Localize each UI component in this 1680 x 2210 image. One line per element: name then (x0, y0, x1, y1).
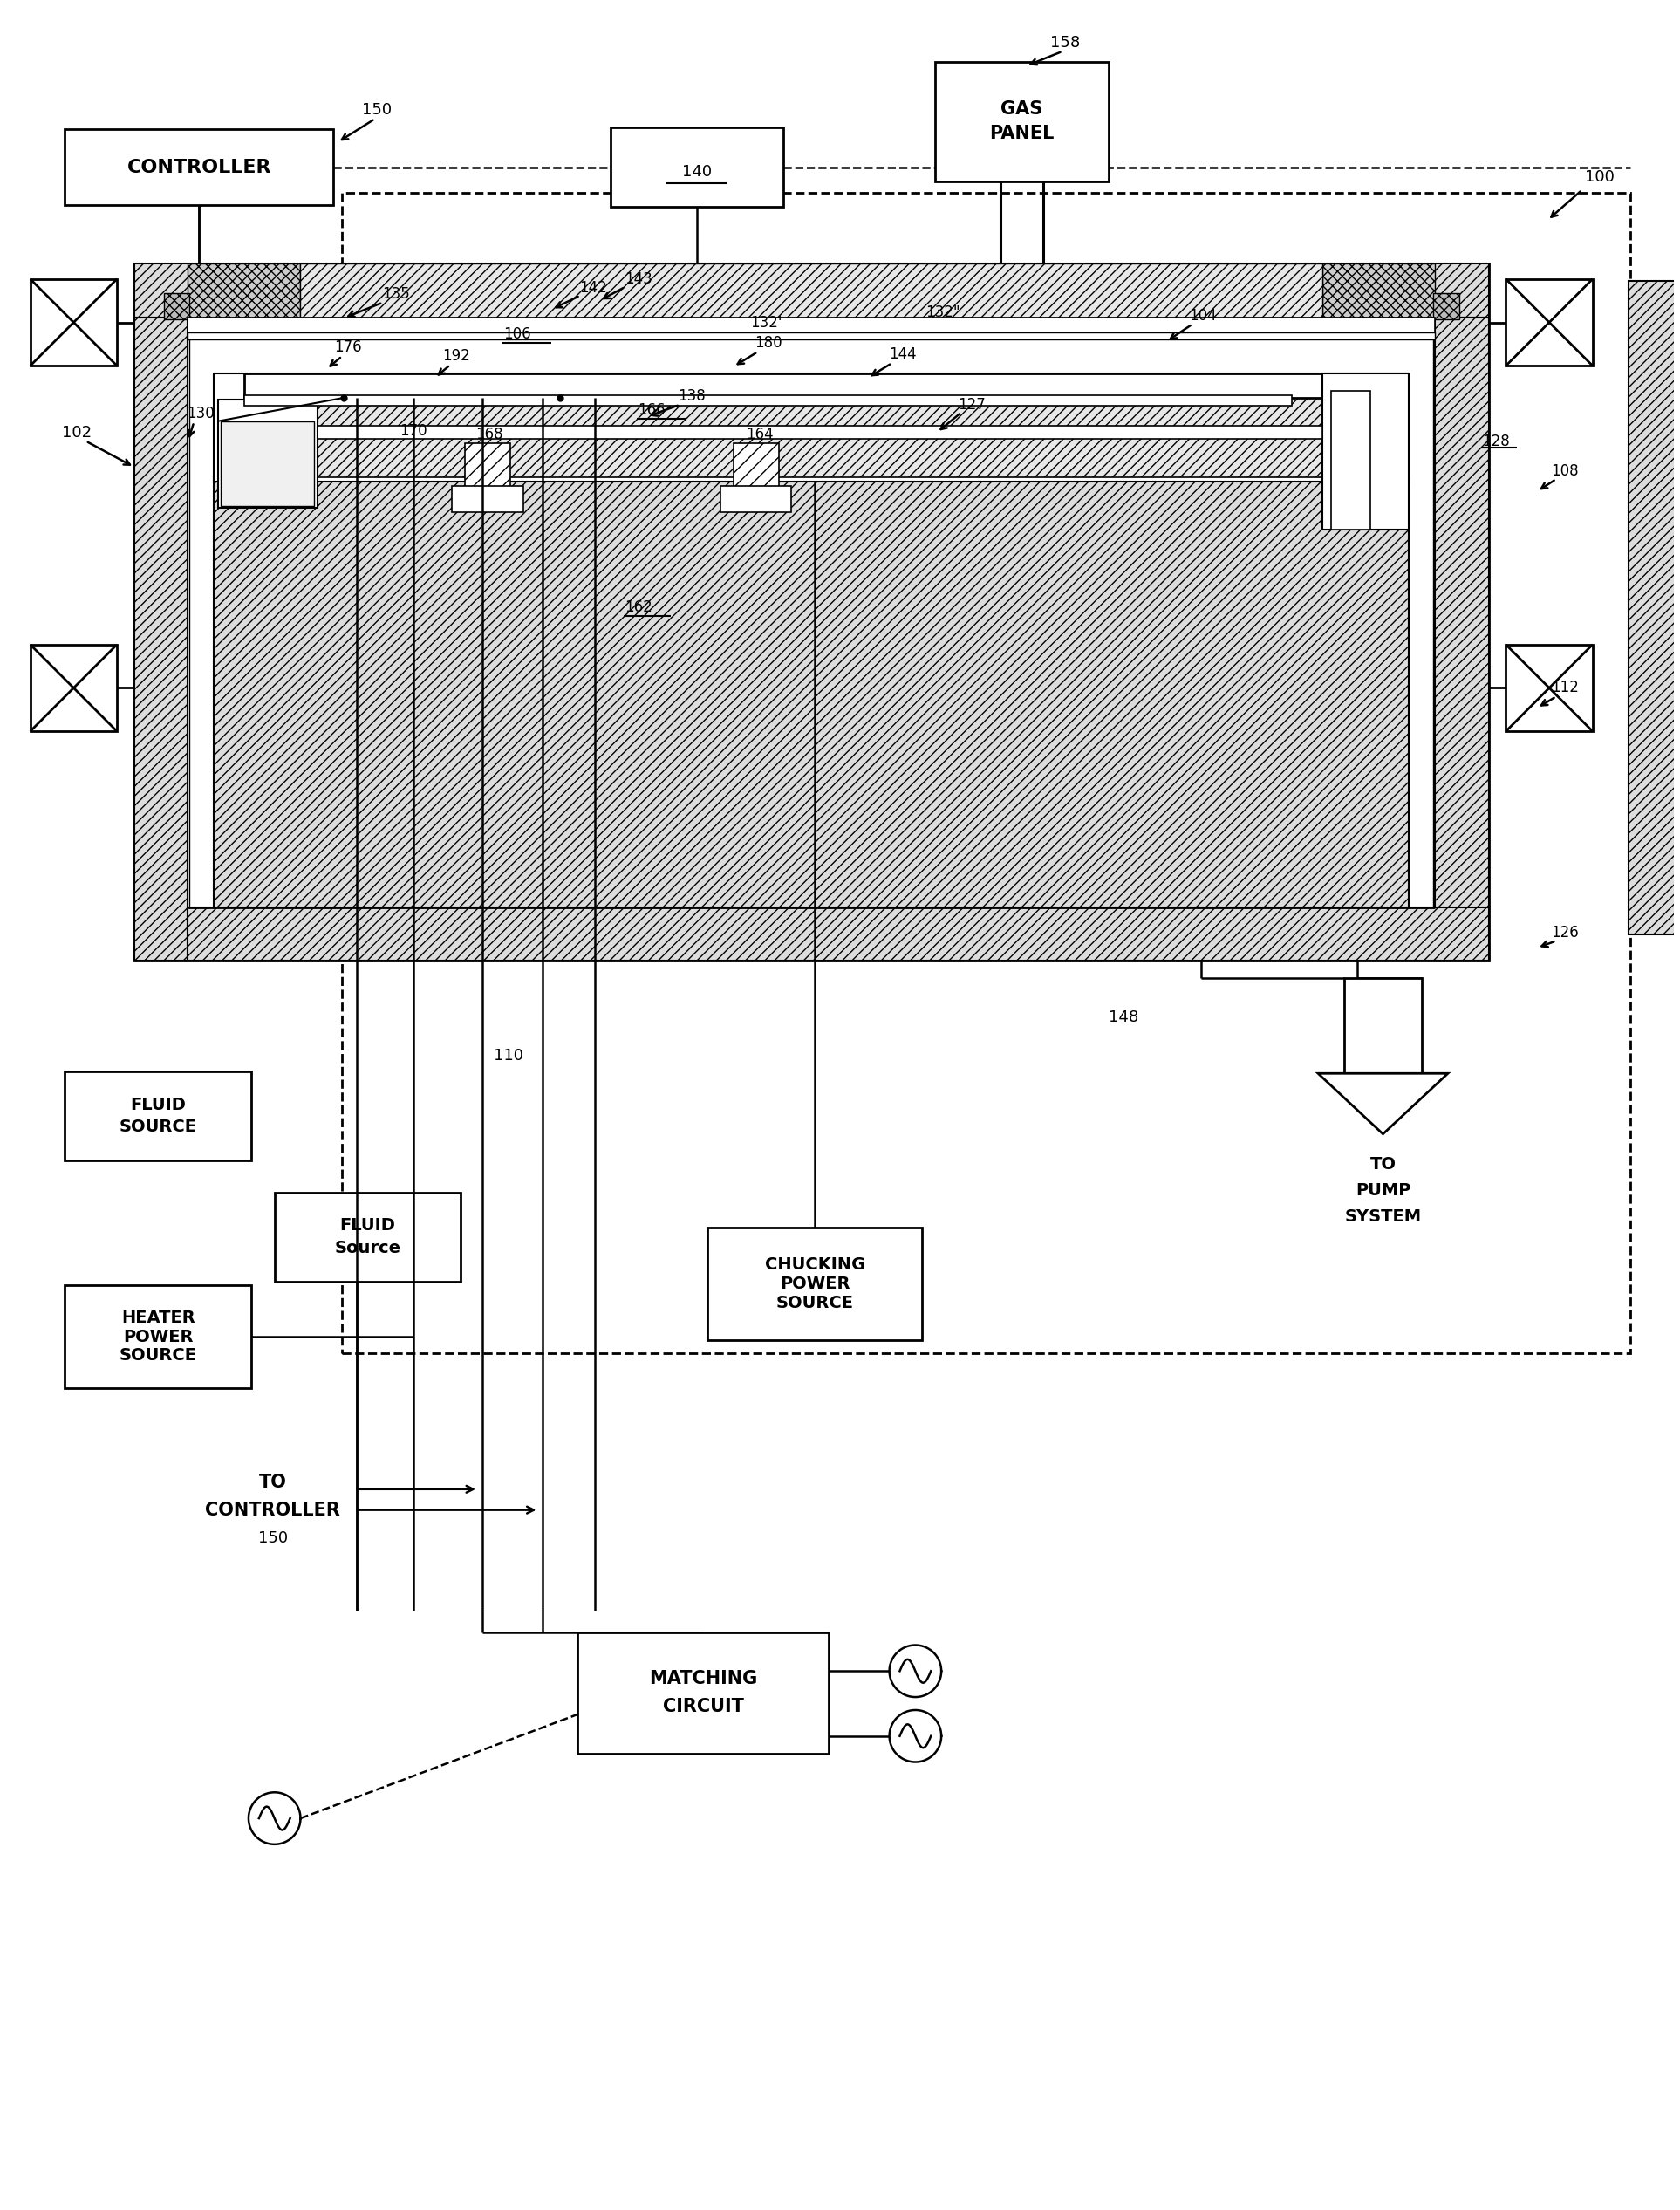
Text: 106: 106 (504, 327, 531, 343)
Text: 112: 112 (1551, 681, 1579, 696)
Bar (1435, 318, 1488, 961)
Text: 164: 164 (746, 427, 773, 442)
Text: 166: 166 (637, 402, 665, 418)
Bar (1322, 263, 1435, 318)
Text: 127: 127 (958, 398, 986, 413)
Bar (1630, 281, 1677, 935)
Text: 158: 158 (1050, 35, 1080, 51)
Text: SOURCE: SOURCE (119, 1118, 197, 1136)
Text: 148: 148 (1109, 1010, 1137, 1025)
Bar (30, 278, 118, 365)
Bar (301, 263, 1322, 318)
Bar (220, 422, 314, 506)
Bar (30, 645, 118, 732)
Bar (134, 263, 1488, 961)
Text: FLUID: FLUID (339, 1218, 395, 1233)
Text: 126: 126 (1551, 926, 1579, 941)
Bar (218, 400, 318, 508)
Text: POWER: POWER (780, 1275, 850, 1293)
Bar (465, 442, 511, 488)
Text: 150: 150 (259, 1532, 287, 1547)
Bar (734, 442, 778, 488)
Text: 192: 192 (442, 349, 470, 365)
Text: 150: 150 (361, 102, 391, 117)
Text: SOURCE: SOURCE (776, 1295, 853, 1311)
Polygon shape (1319, 1074, 1448, 1134)
Text: GAS: GAS (1001, 102, 1043, 117)
Text: TO: TO (259, 1474, 287, 1492)
Bar (188, 318, 1435, 334)
Text: 176: 176 (334, 340, 361, 356)
Text: CONTROLLER: CONTROLLER (205, 1501, 341, 1518)
Bar (707, 1227, 922, 1339)
Bar (66, 1286, 250, 1388)
Text: 143: 143 (625, 272, 652, 287)
Bar (188, 334, 1435, 340)
Text: 168: 168 (475, 427, 502, 442)
Bar (134, 318, 188, 961)
Text: PANEL: PANEL (990, 124, 1055, 141)
Bar (936, 62, 1109, 181)
Text: FLUID: FLUID (129, 1096, 186, 1114)
Text: HEATER: HEATER (121, 1308, 195, 1326)
Text: 132": 132" (926, 305, 961, 320)
Text: 144: 144 (889, 347, 916, 362)
Bar (66, 1072, 250, 1160)
Bar (188, 263, 301, 318)
Text: 104: 104 (1189, 307, 1216, 323)
Bar (318, 427, 1322, 438)
Text: Source: Source (334, 1240, 402, 1257)
Text: CHUCKING: CHUCKING (764, 1257, 865, 1273)
Bar (1433, 294, 1460, 318)
Text: 140: 140 (682, 164, 712, 179)
Bar (66, 128, 333, 206)
Bar (274, 1193, 460, 1282)
Text: 135: 135 (381, 285, 410, 301)
Text: CONTROLLER: CONTROLLER (128, 159, 272, 177)
Bar (213, 373, 1410, 482)
Bar (1331, 391, 1369, 530)
Bar (1344, 979, 1421, 1074)
Bar (244, 373, 1379, 398)
Bar (721, 486, 791, 513)
Text: 162: 162 (625, 599, 652, 614)
Text: POWER: POWER (123, 1328, 193, 1346)
Text: 110: 110 (494, 1048, 522, 1063)
Bar (610, 128, 783, 208)
Bar (213, 477, 1410, 906)
Text: 130: 130 (186, 404, 215, 422)
Text: MATCHING: MATCHING (648, 1671, 758, 1688)
Bar (1505, 278, 1593, 365)
Bar (343, 192, 1631, 1353)
Bar (1505, 645, 1593, 732)
Bar (190, 334, 1433, 906)
Bar (134, 263, 1488, 318)
Text: 102: 102 (62, 424, 92, 440)
Text: TO: TO (1369, 1156, 1396, 1174)
Text: PUMP: PUMP (1356, 1182, 1411, 1198)
Text: 142: 142 (580, 281, 606, 296)
Text: 138: 138 (679, 389, 706, 404)
Text: SYSTEM: SYSTEM (1344, 1209, 1421, 1224)
Text: 170: 170 (400, 422, 427, 438)
Bar (1322, 373, 1410, 530)
Bar (188, 906, 1488, 961)
Bar (452, 486, 522, 513)
Text: CIRCUIT: CIRCUIT (662, 1697, 744, 1715)
Text: SOURCE: SOURCE (119, 1348, 197, 1364)
Text: 180: 180 (754, 336, 781, 351)
Bar (578, 1631, 828, 1753)
Text: 128: 128 (1482, 433, 1509, 449)
Text: 132': 132' (751, 314, 783, 329)
Bar (163, 294, 190, 318)
Text: 108: 108 (1551, 464, 1579, 480)
Bar (244, 396, 1292, 407)
Bar (244, 396, 1379, 477)
Text: 100: 100 (1584, 168, 1614, 186)
